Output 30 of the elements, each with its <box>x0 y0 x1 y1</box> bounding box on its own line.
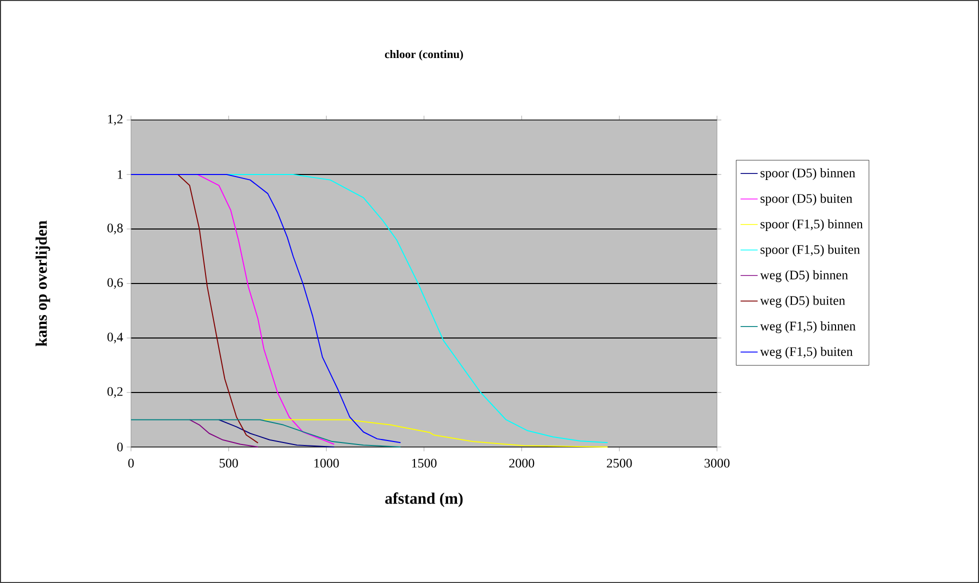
x-tick-label: 2500 <box>606 458 632 468</box>
x-tick-label: 1500 <box>412 458 437 468</box>
y-tick-label: 1 <box>118 170 122 179</box>
line-series <box>130 419 402 448</box>
line-series <box>218 419 335 448</box>
x-axis-title: afstand (m) <box>385 492 463 508</box>
legend-label: spoor (F1,5) binnen <box>760 219 863 232</box>
chart-title: chloor (continu) <box>384 50 463 60</box>
x-tick-label: 0 <box>128 458 134 468</box>
y-tick-label: 0,8 <box>107 224 123 234</box>
legend-label: weg (F1,5) buiten <box>760 346 853 359</box>
y-axis-title: kans op overlijden <box>36 220 50 346</box>
legend-label: weg (D5) binnen <box>760 270 848 282</box>
x-tick-label: 2000 <box>509 458 534 468</box>
y-tick-label: 0,4 <box>107 332 124 344</box>
x-tick-label: 3000 <box>704 458 730 468</box>
x-tick-label: 500 <box>220 458 238 468</box>
line-series <box>130 174 402 444</box>
legend-label: weg (D5) buiten <box>760 296 846 308</box>
line-series <box>189 419 258 448</box>
legend-label: spoor (F1,5) buiten <box>760 244 860 257</box>
line-series <box>263 419 608 448</box>
legend-label: spoor (D5) buiten <box>760 194 852 206</box>
legend-label: weg (F1,5) binnen <box>760 321 856 334</box>
y-tick-label: 0 <box>117 442 123 452</box>
y-tick-label: 0,2 <box>107 387 122 398</box>
x-tick-label: 1000 <box>314 458 339 468</box>
legend-label: spoor (D5) binnen <box>760 168 856 180</box>
y-tick-label: 1,2 <box>108 114 122 126</box>
y-tick-label: 0,6 <box>107 278 123 289</box>
